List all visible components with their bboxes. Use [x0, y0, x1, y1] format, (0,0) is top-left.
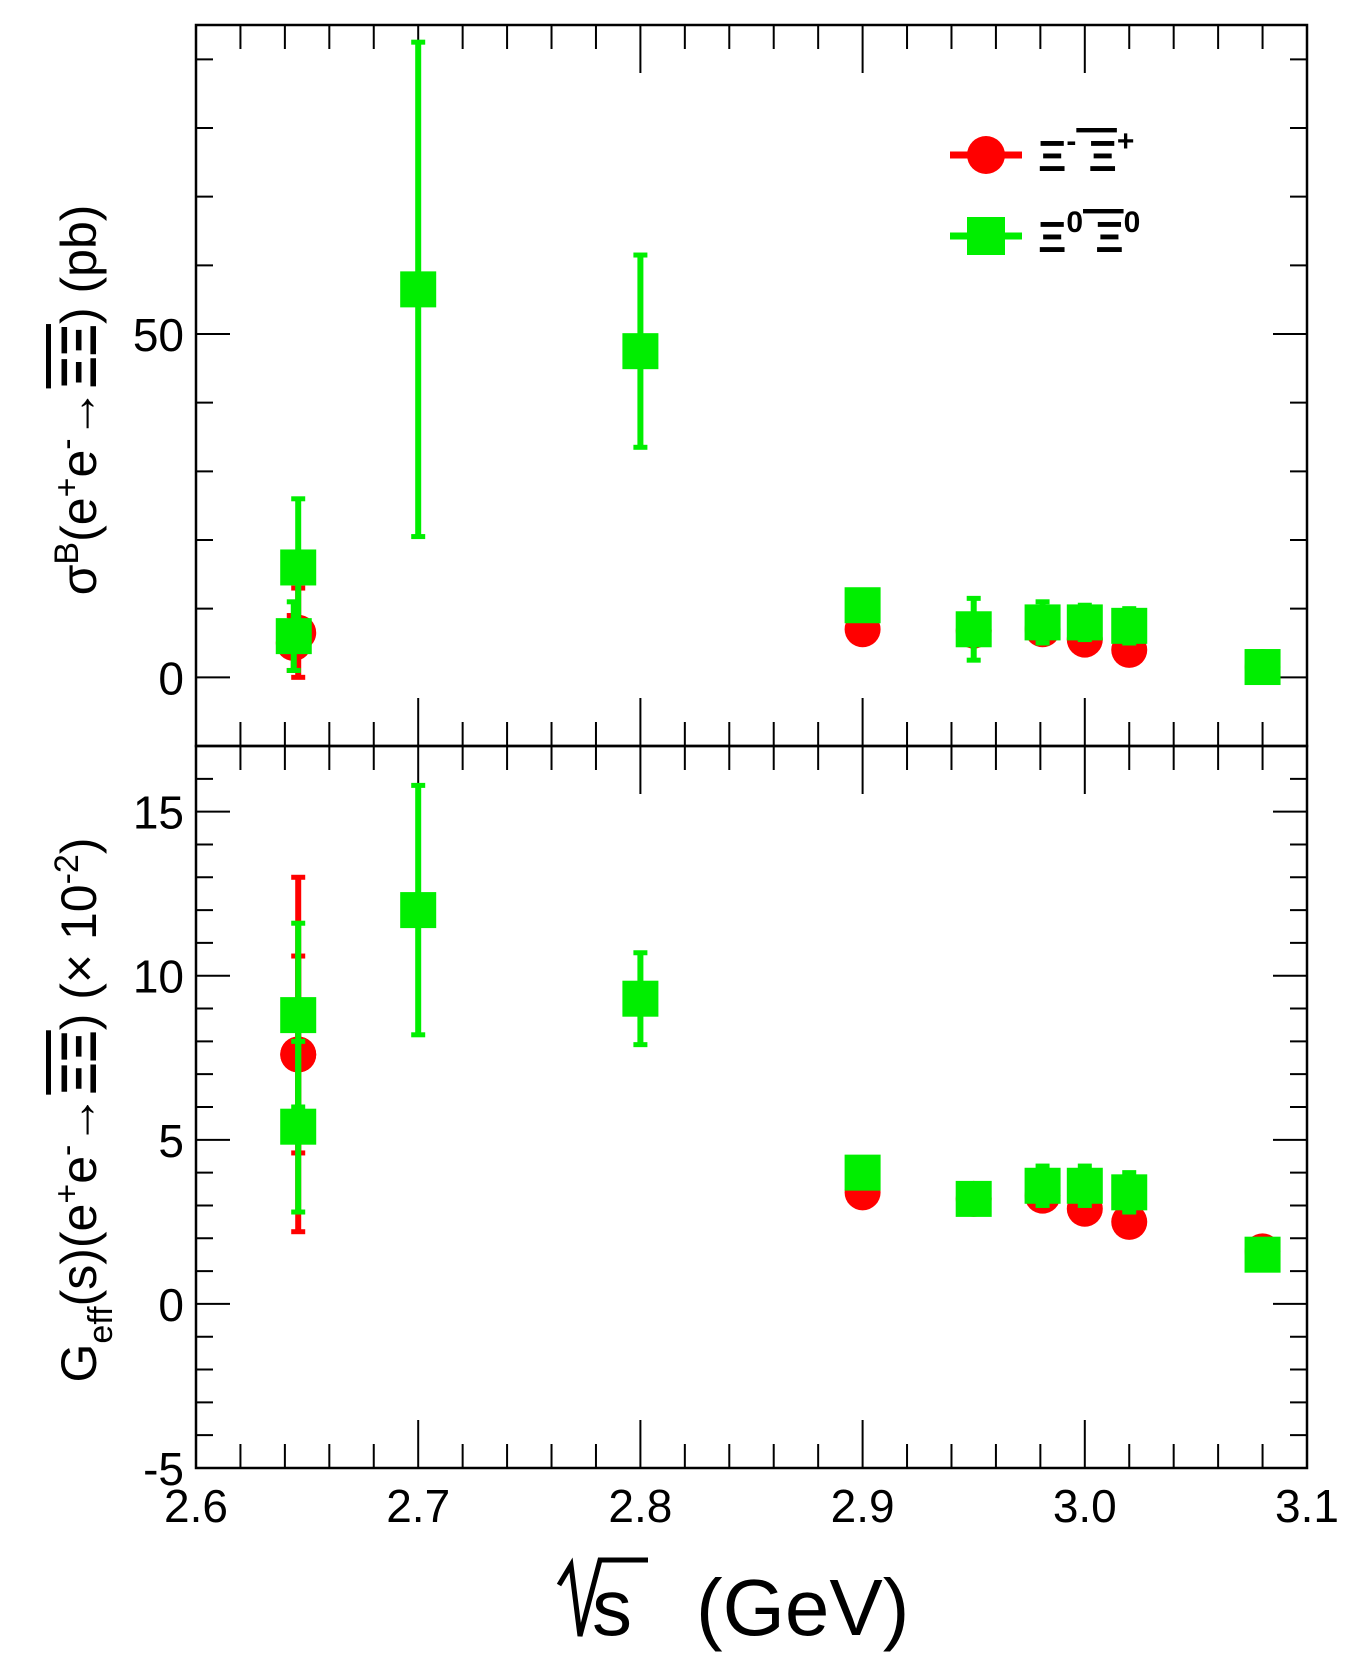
data-point-square	[1111, 607, 1148, 644]
data-point-square	[1111, 1174, 1148, 1211]
data-point-square	[1066, 1167, 1103, 1204]
y-tick-label-bottom: 10	[133, 951, 184, 1003]
x-axis-label: s	[592, 1563, 632, 1652]
legend-label: Ξ0 Ξ0	[1038, 206, 1140, 262]
y-axis-label-bottom: Geff(s)(e+e-→ΞΞ) (× 10-2)	[48, 837, 120, 1382]
legend-marker-square	[967, 217, 1005, 255]
y-tick-label-bottom: 5	[158, 1115, 184, 1167]
data-point-square	[955, 611, 992, 648]
data-point-square	[400, 271, 437, 308]
x-axis-title: s (GeV)	[556, 1557, 909, 1652]
data-point-square	[280, 549, 317, 586]
data-point-square	[1244, 1236, 1281, 1273]
y-tick-label-bottom: -5	[143, 1443, 184, 1495]
data-point-square	[955, 1180, 992, 1217]
data-point-square	[400, 892, 437, 929]
data-point-square	[844, 587, 881, 624]
plot-frame	[194, 23, 1309, 1470]
y-tick-label-bottom: 0	[158, 1279, 184, 1331]
data-point-square	[280, 1108, 317, 1145]
x-axis-unit: (GeV)	[696, 1563, 909, 1652]
panel-frame-bottom	[194, 744, 1309, 1470]
axis-labels: 0 50 -5 0 5 10 15 2.6 2.7 2.8 2.9 3.0 3.1 s (GeV) σB(e+…	[48, 205, 1339, 1652]
data-point-circle	[1111, 1203, 1148, 1240]
y-tick-label-top: 0	[158, 652, 184, 704]
legend-entry-xi_zero: Ξ0 Ξ0	[950, 206, 1140, 262]
legend-marker-circle	[967, 136, 1005, 174]
legend-entry-xi_minus: Ξ- Ξ+	[950, 125, 1134, 181]
x-tick-label: 3.1	[1275, 1480, 1339, 1532]
y-tick-label-top: 50	[133, 309, 184, 361]
data-points	[275, 39, 1281, 1273]
x-tick-label: 2.8	[608, 1480, 672, 1532]
series-xi_zero-bottom	[280, 782, 1281, 1273]
legend-label: Ξ- Ξ+	[1038, 125, 1134, 181]
data-point-square	[1066, 604, 1103, 641]
data-point-square	[622, 333, 659, 370]
sqrt-symbol	[556, 1557, 648, 1637]
data-point-square	[622, 980, 659, 1017]
y-tick-label-bottom: 15	[133, 787, 184, 839]
x-tick-label: 2.6	[164, 1480, 228, 1532]
data-point-square	[844, 1154, 881, 1191]
axis-ticks	[195, 25, 1308, 1469]
x-tick-label: 2.7	[386, 1480, 450, 1532]
data-point-square	[280, 997, 317, 1034]
legend: Ξ- Ξ+ Ξ0 Ξ0	[950, 125, 1140, 262]
x-tick-label: 3.0	[1053, 1480, 1117, 1532]
data-point-square	[1244, 649, 1281, 686]
y-axis-label-top: σB(e+e-→ΞΞ) (pb)	[48, 205, 107, 596]
x-tick-label: 2.9	[831, 1480, 895, 1532]
data-point-square	[1024, 604, 1061, 641]
data-point-square	[1024, 1167, 1061, 1204]
series-xi_zero-top	[275, 39, 1281, 686]
